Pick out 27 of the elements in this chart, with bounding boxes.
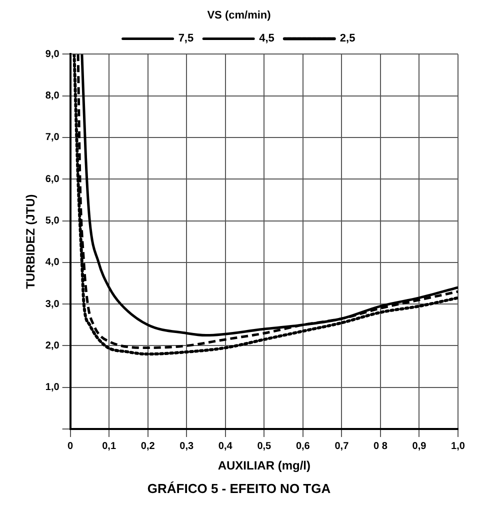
x-tick-label: 0,6: [296, 440, 310, 452]
legend-title: VS (cm/min): [207, 10, 272, 22]
y-tick-label: 9,0: [45, 48, 60, 60]
x-tick-label: 0,2: [140, 440, 156, 452]
y-tick-label: 7,0: [45, 132, 60, 144]
y-tick-label: 4,0: [45, 257, 60, 268]
y-tick-label: 1,0: [45, 382, 60, 394]
x-tick-label: 0,9: [412, 440, 427, 452]
legend-label: 7,5: [178, 32, 194, 45]
x-tick-label: 0,1: [102, 440, 116, 452]
y-tick-label: 8,0: [45, 90, 60, 102]
legend-label: 2,5: [340, 32, 356, 45]
text: GRÁFICO 5 - EFEITO NO TGA: [147, 480, 332, 496]
y-tick-label: 3,0: [45, 298, 60, 310]
y-tick-label: 6,0: [45, 174, 60, 185]
y-tick-label: 2,0: [45, 340, 60, 352]
x-tick-label: 0,7: [334, 440, 350, 452]
x-axis-title: AUXILIAR (mg/l): [218, 458, 310, 473]
x-tick-label: 1,0: [451, 440, 466, 452]
y-axis-title: TURBIDEZ (JTU): [24, 194, 38, 289]
y-tick-label: 5,0: [45, 216, 60, 227]
x-tick-label: 0,3: [180, 440, 194, 452]
x-tick-label: 0,4: [218, 440, 233, 452]
x-tick-label: 0 8: [374, 440, 388, 452]
x-tick-label: 0: [68, 440, 74, 452]
x-tick-label: 0,5: [257, 440, 272, 452]
legend-label: 4,5: [259, 32, 274, 45]
